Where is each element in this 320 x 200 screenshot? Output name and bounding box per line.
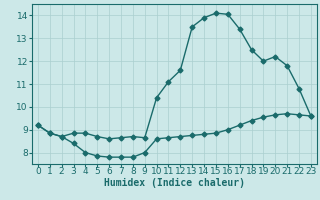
X-axis label: Humidex (Indice chaleur): Humidex (Indice chaleur)	[104, 178, 245, 188]
